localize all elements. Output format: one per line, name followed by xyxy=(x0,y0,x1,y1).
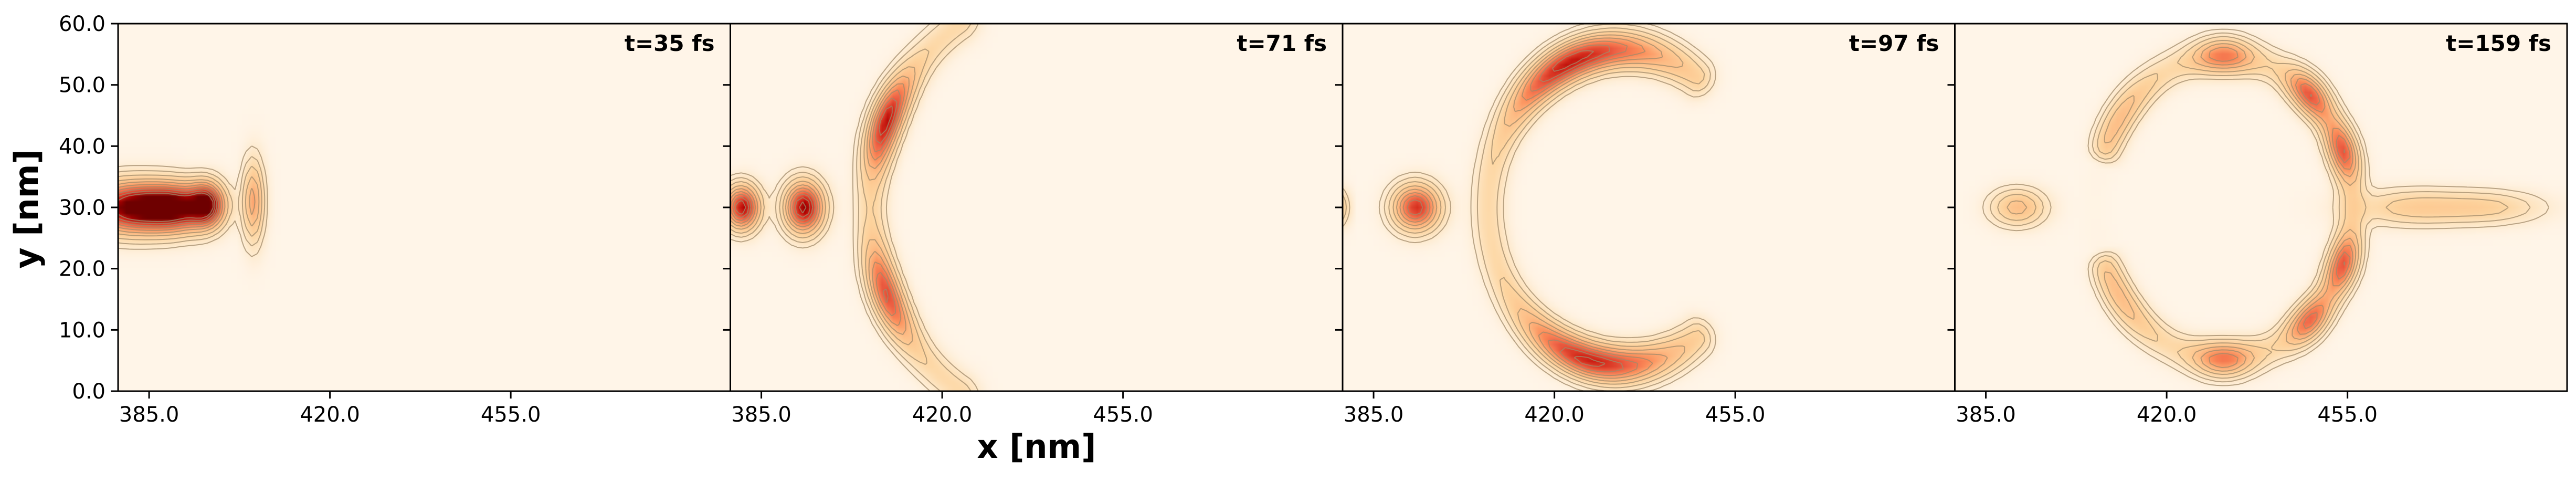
x-tick-label: 420.0 xyxy=(2137,403,2197,427)
x-axis-label: x [nm] xyxy=(977,427,1096,466)
heatmap-image xyxy=(730,24,1343,391)
x-tick-label: 455.0 xyxy=(1705,403,1766,427)
x-tick-label: 455.0 xyxy=(481,403,541,427)
x-tick-label: 385.0 xyxy=(119,403,180,427)
time-label: t=35 fs xyxy=(625,30,715,56)
x-tick-label: 455.0 xyxy=(1093,403,1153,427)
panels-group: 385.0 420.0 455.0 0.0 10.0 20.0 30.0 40.0 50.0 60… xyxy=(59,12,2568,427)
panel-2: 385.0 420.0 455.0 t=71 fs xyxy=(723,23,1344,427)
time-label: t=159 fs xyxy=(2446,30,2551,56)
y-tick-label: 30.0 xyxy=(59,196,105,220)
x-tick-label: 385.0 xyxy=(731,403,791,427)
x-tick-label: 420.0 xyxy=(300,403,360,427)
panel-3: 385.0 420.0 455.0 t=97 fs xyxy=(1335,23,1956,427)
x-tick-label: 420.0 xyxy=(1524,403,1585,427)
heatmap-image xyxy=(1955,24,2567,391)
y-tick-label: 60.0 xyxy=(59,12,105,36)
y-axis-label: y [nm] xyxy=(7,149,46,268)
time-label: t=97 fs xyxy=(1849,30,1939,56)
contour-lines xyxy=(730,23,979,392)
y-tick-label: 10.0 xyxy=(59,318,105,342)
x-tick-label: 420.0 xyxy=(912,403,973,427)
y-tick-label: 20.0 xyxy=(59,257,105,281)
x-tick-label: 455.0 xyxy=(2317,403,2378,427)
time-label: t=71 fs xyxy=(1237,30,1327,56)
x-tick-label: 385.0 xyxy=(1344,403,1404,427)
y-tick-label: 0.0 xyxy=(72,380,105,404)
panel-1: 385.0 420.0 455.0 0.0 10.0 20.0 30.0 40.0 50.0 60… xyxy=(59,12,731,427)
x-tick-label: 385.0 xyxy=(1956,403,2016,427)
axes-text-group: x [nm] y [nm] xyxy=(7,149,1096,466)
heatmap-image xyxy=(1343,24,1955,391)
y-tick-label: 50.0 xyxy=(59,74,105,98)
contour-lines xyxy=(1342,23,1716,392)
contour-lines xyxy=(118,145,268,257)
contour-lines xyxy=(1982,28,2550,386)
y-tick-label: 40.0 xyxy=(59,134,105,159)
panel-4: 385.0 420.0 455.0 t=159 fs xyxy=(1947,23,2568,427)
heatmap-image xyxy=(118,24,731,391)
